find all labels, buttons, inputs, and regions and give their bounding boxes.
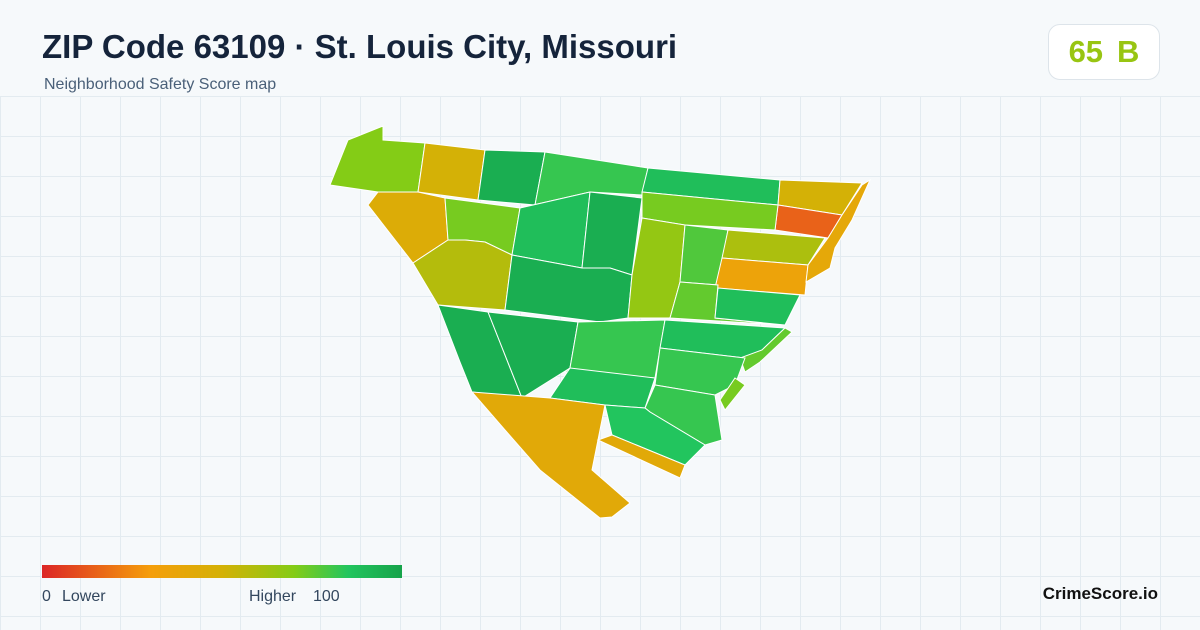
region: [654, 347, 746, 396]
region: [470, 391, 631, 519]
brand: CrimeScore.io: [1042, 584, 1158, 603]
legend-min-label: Lower: [62, 588, 106, 605]
score-badge: 65 B: [1048, 24, 1160, 80]
score-value: 65: [1068, 34, 1104, 69]
subtitle: Neighborhood Safety Score map: [44, 76, 277, 93]
title: ZIP Code 63109 · St. Louis City, Missour…: [42, 28, 678, 65]
region: [805, 178, 872, 283]
legend-gradient: [42, 565, 402, 578]
region: [714, 287, 801, 326]
region: [477, 149, 546, 206]
region: [596, 434, 686, 479]
legend-max: 100: [313, 588, 340, 605]
legend-min: 0: [42, 588, 51, 605]
region: [719, 377, 746, 411]
region: [714, 257, 809, 296]
region: [417, 142, 486, 201]
region: [329, 125, 426, 193]
score-grade: B: [1117, 34, 1140, 69]
region: [739, 327, 793, 373]
region: [412, 239, 513, 311]
region: [641, 191, 779, 231]
region: [581, 191, 643, 276]
legend-max-label: Higher: [249, 588, 297, 605]
